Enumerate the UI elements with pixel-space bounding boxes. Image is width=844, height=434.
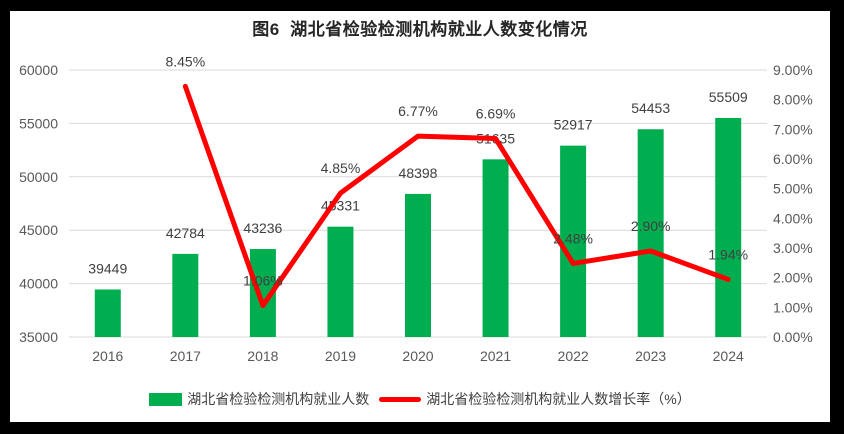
growth-rate-label: 2.48% [553, 230, 593, 246]
x-axis-category-label: 2024 [713, 348, 744, 364]
bar [715, 117, 742, 337]
x-axis-category-label: 2023 [635, 348, 666, 364]
growth-rate-line [182, 83, 731, 309]
left-axis-tick-label: 35000 [19, 329, 58, 345]
legend-label-employment: 湖北省检验检测机构就业人数 [187, 391, 370, 407]
x-axis-category-label: 2017 [170, 348, 201, 364]
combo-chart: 60000 55000 50000 45000 40000 35000 9.00% 8.00%… [19, 53, 813, 364]
legend-item-growth-rate: 湖北省检验检测机构就业人数增长率（%） [379, 389, 691, 409]
x-axis-category-label: 2021 [480, 348, 511, 364]
bar-value-label: 55509 [709, 89, 748, 105]
x-axis-category-label: 2020 [402, 348, 433, 364]
x-axis-category-label: 2016 [92, 348, 123, 364]
growth-rate-label: 6.69% [476, 106, 516, 122]
chart-panel: 图6 湖北省检验检测机构就业人数变化情况 60000 55000 50000 4500… [10, 11, 830, 422]
legend-item-employment: 湖北省检验检测机构就业人数 [149, 389, 369, 409]
right-axis-tick-label: 7.00% [773, 121, 813, 137]
right-axis-tick-label: 9.00% [773, 62, 813, 78]
bar-value-label: 54453 [631, 100, 670, 116]
x-axis-category-label: 2018 [247, 348, 278, 364]
right-axis-tick-label: 4.00% [773, 210, 813, 226]
right-axis-tick-label: 0.00% [773, 329, 813, 345]
legend: 湖北省检验检测机构就业人数 湖北省检验检测机构就业人数增长率（%） [10, 389, 830, 409]
bar-series-swatch [149, 392, 183, 406]
bar [482, 159, 509, 337]
bar [637, 129, 664, 337]
bar-value-label: 43236 [243, 220, 282, 236]
growth-rate-label: 2.90% [631, 218, 671, 234]
bar [94, 289, 121, 337]
legend-label-growth-rate: 湖北省检验检测机构就业人数增长率（%） [426, 391, 691, 407]
growth-rate-label: 1.06% [243, 273, 283, 289]
x-axis-category-label: 2022 [558, 348, 589, 364]
growth-rate-label: 8.45% [165, 53, 205, 69]
bar [172, 253, 199, 337]
chart-title: 图6 湖北省检验检测机构就业人数变化情况 [252, 20, 588, 39]
bar-value-label: 52917 [554, 117, 593, 133]
right-axis-tick-label: 5.00% [773, 181, 813, 197]
bar [560, 145, 587, 337]
bar-value-label: 42784 [166, 225, 205, 241]
bar [405, 193, 431, 337]
left-axis-tick-label: 45000 [19, 222, 58, 238]
left-axis-tick-label: 40000 [19, 276, 58, 292]
right-axis-tick-label: 6.00% [773, 151, 813, 167]
bar [327, 226, 354, 337]
bar-value-label: 48398 [399, 165, 438, 181]
left-axis-tick-label: 60000 [19, 62, 58, 78]
bar-value-label: 39449 [88, 260, 127, 276]
growth-rate-label: 1.94% [708, 246, 748, 262]
right-axis-tick-label: 3.00% [773, 240, 813, 256]
right-axis-tick-label: 8.00% [773, 92, 813, 108]
growth-rate-label: 6.77% [398, 103, 438, 119]
line-series-swatch [379, 396, 422, 402]
right-axis-tick-label: 2.00% [773, 270, 813, 286]
left-axis-tick-label: 55000 [19, 115, 58, 131]
x-axis-category-label: 2019 [325, 348, 356, 364]
growth-rate-label: 4.85% [321, 160, 361, 176]
left-axis-tick-label: 50000 [19, 169, 58, 185]
right-axis-tick-label: 1.00% [773, 299, 813, 315]
